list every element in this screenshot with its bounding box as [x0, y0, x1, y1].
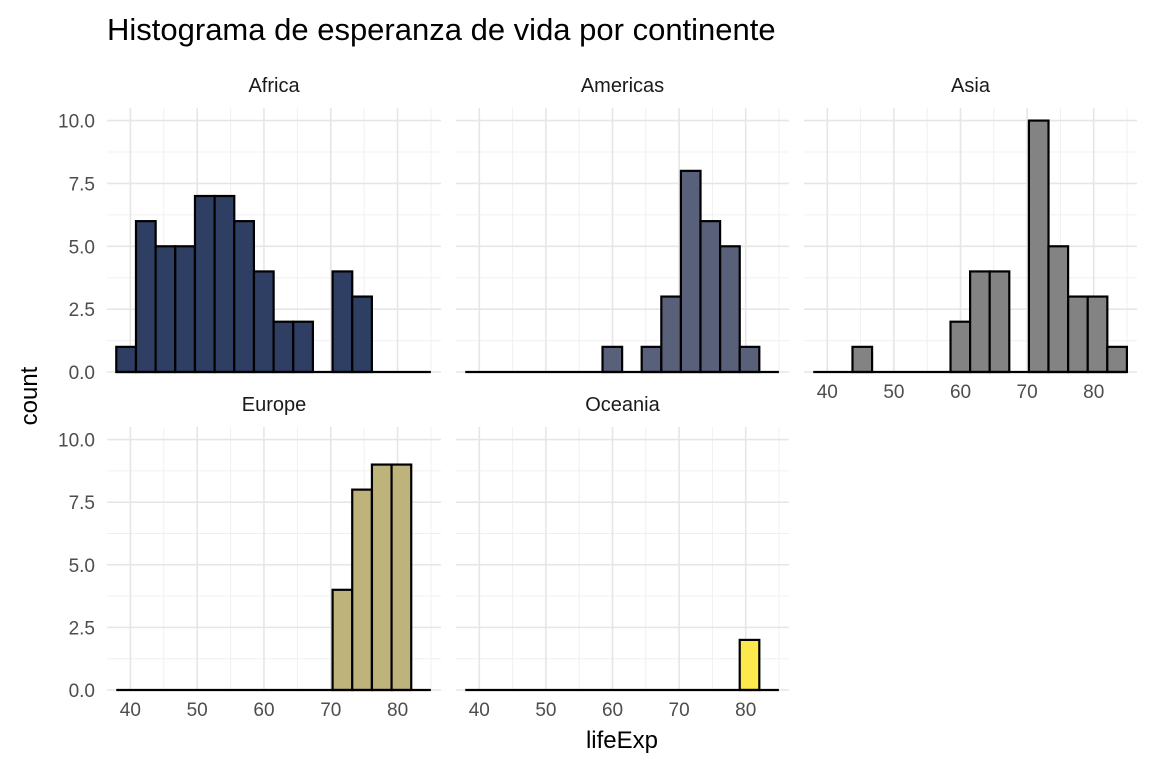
- histogram-bar: [851, 345, 874, 374]
- facet-label-asia: Asia: [951, 75, 991, 97]
- x-tick-label: 80: [387, 700, 408, 721]
- histogram-bar: [738, 345, 761, 374]
- histogram-bar: [738, 638, 761, 692]
- x-axis-title: lifeExp: [586, 727, 658, 754]
- y-tick-label: 2.5: [69, 300, 95, 321]
- histogram-bar: [1027, 119, 1050, 374]
- panel-asia: Asia: [804, 75, 1137, 374]
- histogram-bar: [1067, 295, 1089, 374]
- y-tick-label: 5.0: [69, 237, 95, 258]
- histogram-bar: [601, 345, 624, 374]
- histogram-bar: [331, 270, 354, 374]
- y-tick-label: 10.0: [58, 431, 95, 452]
- x-tick-label: 70: [669, 700, 690, 721]
- histogram-bar: [1086, 295, 1109, 374]
- x-tick-label: 60: [253, 700, 274, 721]
- histogram-bar: [679, 169, 702, 374]
- x-tick-label: 80: [735, 700, 756, 721]
- x-tick-label: 50: [883, 382, 904, 403]
- histogram-bar: [174, 245, 197, 374]
- histogram-bar: [969, 270, 991, 374]
- histogram-bar: [1106, 345, 1128, 374]
- y-tick-label: 10.0: [58, 112, 95, 133]
- facet-label-europe: Europe: [242, 394, 307, 416]
- histogram-bar: [949, 320, 972, 374]
- histogram-bar: [1047, 245, 1070, 374]
- y-tick-label: 5.0: [69, 556, 95, 577]
- x-tick-label: 60: [602, 700, 623, 721]
- histogram-bar: [988, 270, 1011, 374]
- histogram-bar: [390, 463, 413, 692]
- histogram-bar: [115, 345, 138, 374]
- histogram-bar: [640, 345, 663, 374]
- x-tick-label: 70: [1017, 382, 1038, 403]
- x-tick-label: 40: [817, 382, 838, 403]
- y-tick-label: 7.5: [69, 493, 95, 514]
- x-tick-label: 50: [187, 700, 208, 721]
- histogram-bar: [134, 220, 157, 374]
- panel-africa: Africa: [107, 75, 441, 374]
- facet-label-africa: Africa: [248, 75, 300, 97]
- chart-title: Histograma de esperanza de vida por cont…: [107, 12, 776, 47]
- histogram-bar: [699, 220, 722, 374]
- facet-label-oceania: Oceania: [585, 394, 660, 416]
- y-tick-label: 7.5: [69, 174, 95, 195]
- x-tick-labels: 40 50 60 70 80 40 50 60 70 80 40 50 60 70 80: [120, 382, 1104, 721]
- panel-oceania: Oceania: [456, 394, 789, 692]
- histogram-bar: [193, 194, 216, 374]
- facet-panels: Africa Americas Asia Europe Oceania: [107, 75, 1137, 692]
- histogram-bar: [213, 194, 236, 374]
- x-tick-label: 40: [469, 700, 490, 721]
- facet-label-americas: Americas: [581, 75, 664, 97]
- histogram-bar: [292, 320, 314, 374]
- x-tick-label: 70: [320, 700, 341, 721]
- histogram-bar: [370, 463, 393, 692]
- x-tick-label: 50: [535, 700, 556, 721]
- panel-europe: Europe: [107, 394, 441, 692]
- y-axis-title: count: [16, 366, 43, 425]
- x-tick-label: 40: [120, 700, 141, 721]
- y-tick-label: 2.5: [69, 618, 95, 639]
- histogram-bar: [252, 270, 275, 374]
- histogram-bar: [351, 488, 373, 692]
- histogram-bar: [660, 295, 683, 374]
- x-tick-label: 60: [950, 382, 971, 403]
- histogram-bar: [233, 220, 256, 374]
- y-tick-labels: 0.0 2.5 5.0 7.5 10.0 0.0 2.5 5.0 7.5 10.0: [58, 112, 95, 702]
- histogram-bar: [331, 588, 354, 692]
- histogram-bar: [154, 245, 177, 374]
- y-tick-label: 0.0: [69, 363, 95, 384]
- panel-americas: Americas: [456, 75, 789, 374]
- histogram-bar: [272, 320, 295, 374]
- y-tick-label: 0.0: [69, 681, 95, 702]
- histogram-bar: [351, 295, 373, 374]
- histogram-bar: [719, 245, 741, 374]
- x-tick-label: 80: [1083, 382, 1104, 403]
